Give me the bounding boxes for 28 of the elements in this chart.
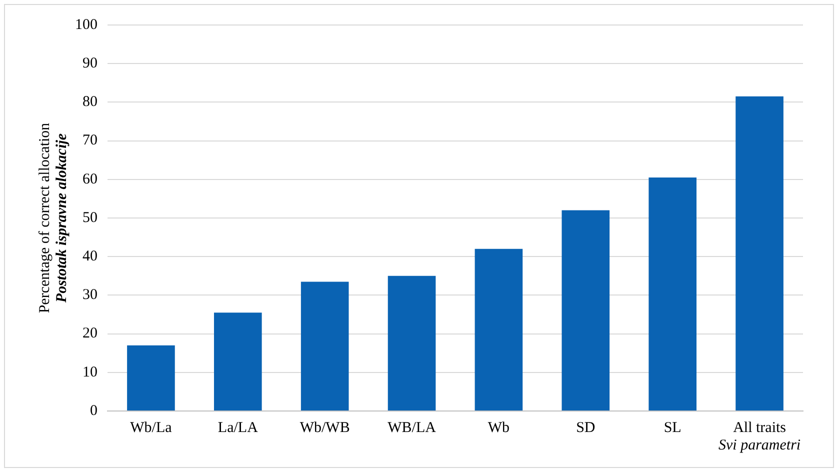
x-tick-label: Wb xyxy=(488,420,510,436)
y-tick-label: 60 xyxy=(82,171,98,188)
bar xyxy=(474,248,523,410)
bar xyxy=(562,210,610,410)
x-tick-label: SL xyxy=(664,420,682,436)
y-tick-label: 40 xyxy=(82,248,98,265)
y-tick-label: 70 xyxy=(82,132,98,149)
x-tick-label: La/LA xyxy=(218,420,258,436)
bar xyxy=(127,345,175,410)
y-tick-label: 90 xyxy=(82,56,98,72)
y-tick-label: 10 xyxy=(82,364,98,380)
y-tick-label: 0 xyxy=(90,402,98,419)
bar xyxy=(300,282,349,410)
x-tick-label: Wb/WB xyxy=(300,420,350,436)
y-tick-label: 20 xyxy=(82,326,98,342)
y-tick-label: 30 xyxy=(82,287,98,304)
y-tick-label: 50 xyxy=(82,210,98,226)
category-label: All traits Svi parametri xyxy=(718,420,801,454)
x-tick-label: SD xyxy=(576,420,596,436)
x-tick-label: Wb/La xyxy=(130,420,172,436)
x-tick-label: WB/LA xyxy=(388,420,436,436)
bar xyxy=(648,177,696,410)
y-tick-label: 80 xyxy=(82,94,98,110)
y-tick-label: 100 xyxy=(75,16,98,33)
y-axis-title: Percentage of correct allocation Postotak ispravne alokacije xyxy=(36,122,70,314)
bar xyxy=(736,96,784,410)
bar xyxy=(388,276,436,410)
bar xyxy=(214,312,262,410)
